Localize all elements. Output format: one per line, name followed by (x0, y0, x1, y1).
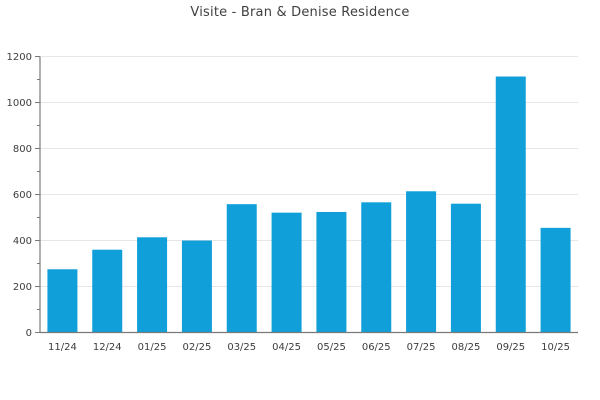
y-tick-label: 1000 (7, 98, 32, 109)
x-tick-label: 06/25 (362, 342, 391, 353)
gridlines (40, 56, 578, 287)
x-tick-label: 12/24 (93, 342, 122, 353)
bar (47, 269, 78, 333)
bar (316, 211, 347, 333)
x-tick-label: 04/25 (272, 342, 301, 353)
x-tick-label: 11/24 (48, 342, 77, 353)
y-tick-label: 600 (13, 190, 32, 201)
x-tick-label: 07/25 (407, 342, 436, 353)
bar (540, 227, 571, 333)
y-tick-label: 200 (13, 282, 32, 293)
x-tick-label: 03/25 (227, 342, 256, 353)
bar (450, 203, 481, 333)
x-tick-label: 08/25 (452, 342, 481, 353)
y-tick-label: 400 (13, 236, 32, 247)
chart-title: Visite - Bran & Denise Residence (190, 5, 410, 20)
bars (47, 76, 571, 333)
bar (137, 237, 168, 333)
bar (181, 240, 212, 333)
bar (361, 202, 392, 333)
axes: 0 200 400 600 800 1000 1200 11/24 12/24 01/25 02/2… (7, 52, 578, 353)
bar (226, 204, 257, 333)
y-tick-label: 800 (13, 144, 32, 155)
bar (271, 212, 302, 333)
bar (92, 249, 123, 333)
x-tick-label: 05/25 (317, 342, 346, 353)
x-tick-label: 10/25 (541, 342, 570, 353)
y-tick-label: 1200 (7, 52, 32, 63)
x-tick-label: 09/25 (496, 342, 525, 353)
x-tick-label: 01/25 (138, 342, 167, 353)
x-tick-label: 02/25 (183, 342, 212, 353)
bar (495, 76, 526, 333)
bar (406, 191, 437, 333)
y-tick-label: 0 (26, 328, 32, 339)
